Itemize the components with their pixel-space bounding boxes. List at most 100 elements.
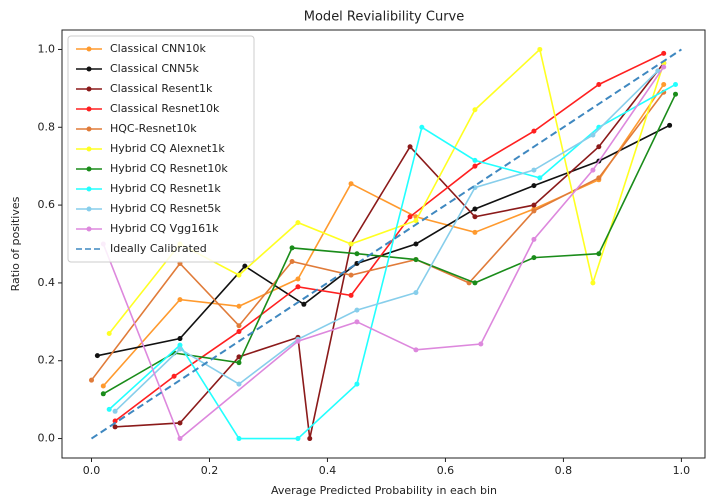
point	[295, 276, 301, 282]
point	[289, 259, 295, 265]
point	[407, 144, 413, 150]
point	[354, 251, 360, 257]
point	[413, 347, 419, 353]
point	[413, 218, 419, 224]
point	[307, 436, 313, 442]
point	[472, 214, 478, 220]
point	[177, 436, 183, 442]
legend-marker	[86, 106, 92, 112]
point	[236, 381, 242, 387]
y-tick-label: 0.8	[38, 120, 56, 133]
y-axis-label: Ratio of positives	[9, 196, 22, 291]
y-tick-label: 0.2	[38, 354, 56, 367]
point	[177, 420, 183, 426]
series-line	[102, 93, 677, 395]
point	[413, 241, 419, 247]
point	[348, 292, 354, 298]
point	[407, 214, 413, 220]
legend-marker	[86, 226, 92, 232]
legend-label: Classical CNN5k	[110, 62, 199, 75]
legend-box	[67, 35, 255, 263]
legend-label: Classical CNN10k	[110, 42, 206, 55]
point	[348, 241, 354, 247]
point	[531, 202, 537, 208]
legend-marker	[86, 126, 92, 132]
point	[667, 122, 673, 128]
legend-label: Classical Resent1k	[110, 82, 213, 95]
point	[177, 336, 183, 342]
legend-marker	[86, 86, 92, 92]
point	[673, 81, 679, 87]
point	[295, 436, 301, 442]
legend-label: Ideally Calibrated	[110, 242, 207, 255]
plot-area	[61, 29, 706, 459]
series-line	[108, 83, 676, 440]
series-line	[114, 70, 659, 412]
point	[531, 128, 537, 134]
y-tick-label: 1.0	[38, 42, 56, 55]
point	[655, 68, 661, 74]
point	[661, 81, 667, 87]
legend-marker	[86, 186, 92, 192]
legend-label: Hybrid CQ Resnet5k	[110, 202, 221, 215]
point	[106, 406, 112, 412]
point	[112, 424, 118, 430]
chart-title: Model Revialibility Curve	[304, 10, 464, 25]
x-axis-label: Average Predicted Probability in each bi…	[271, 484, 497, 497]
series-line	[90, 91, 665, 381]
y-tick-label: 0.4	[38, 276, 56, 289]
y-tick-label: 0.0	[38, 432, 56, 445]
point	[354, 381, 360, 387]
x-tick-label: 0.4	[319, 464, 337, 477]
legend-marker	[86, 146, 92, 152]
series-line	[97, 124, 670, 357]
point	[171, 373, 177, 379]
point	[295, 220, 301, 226]
point	[590, 132, 596, 138]
legend-label: Hybrid CQ Resnet1k	[110, 182, 221, 195]
x-tick-label: 0.8	[555, 464, 573, 477]
point	[236, 303, 242, 309]
point	[537, 175, 543, 181]
point	[537, 46, 543, 52]
point	[354, 319, 360, 325]
point	[472, 206, 478, 212]
point	[596, 251, 602, 257]
point	[177, 342, 183, 348]
point	[100, 391, 106, 397]
point	[236, 323, 242, 329]
point	[531, 208, 537, 214]
legend-label: Hybrid CQ Vgg161k	[110, 222, 219, 235]
point	[478, 341, 484, 347]
point	[94, 353, 100, 359]
point	[236, 272, 242, 278]
point	[301, 301, 307, 307]
point	[100, 383, 106, 389]
point	[112, 418, 118, 424]
point	[531, 255, 537, 261]
x-tick-label: 0.2	[201, 464, 219, 477]
point	[295, 284, 301, 290]
point	[590, 167, 596, 173]
point	[236, 329, 242, 335]
point	[348, 272, 354, 278]
x-tick-label: 0.6	[437, 464, 455, 477]
legend-marker	[86, 206, 92, 212]
point	[472, 280, 478, 286]
legend-marker	[86, 66, 92, 72]
point	[596, 144, 602, 150]
point	[472, 163, 478, 169]
x-tick-label: 0.0	[83, 464, 101, 477]
point	[348, 181, 354, 187]
point	[590, 280, 596, 286]
legend-label: Hybrid CQ Resnet10k	[110, 162, 228, 175]
point	[112, 408, 118, 414]
point	[531, 236, 537, 242]
point	[531, 183, 537, 189]
point	[289, 245, 295, 251]
point	[673, 91, 679, 97]
legend-marker	[86, 46, 92, 52]
point	[472, 157, 478, 163]
point	[242, 263, 248, 269]
